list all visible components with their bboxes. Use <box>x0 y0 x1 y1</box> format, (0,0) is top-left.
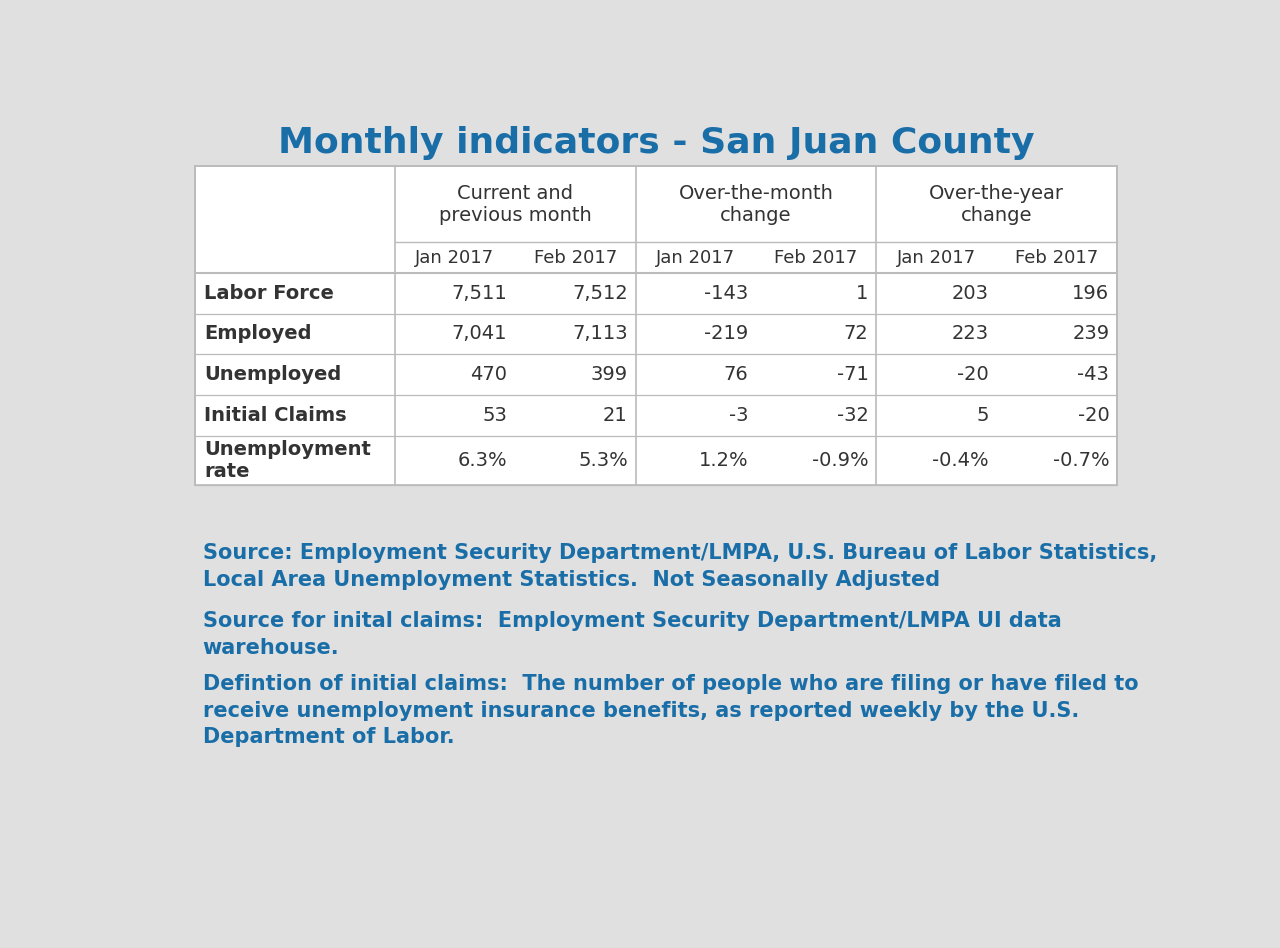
Text: Jan 2017: Jan 2017 <box>657 248 735 266</box>
Text: Feb 2017: Feb 2017 <box>534 248 617 266</box>
Text: 5.3%: 5.3% <box>579 450 627 469</box>
Text: -71: -71 <box>837 365 869 384</box>
Text: -20: -20 <box>957 365 989 384</box>
Text: Source for inital claims:  Employment Security Department/LMPA UI data
warehouse: Source for inital claims: Employment Sec… <box>202 611 1061 658</box>
Text: 7,511: 7,511 <box>452 283 507 302</box>
Text: 239: 239 <box>1073 324 1110 343</box>
Text: 7,113: 7,113 <box>572 324 627 343</box>
Text: -0.4%: -0.4% <box>932 450 989 469</box>
Text: -3: -3 <box>728 406 749 425</box>
Bar <box>195 166 1117 484</box>
Text: Current and
previous month: Current and previous month <box>439 184 591 225</box>
Text: -43: -43 <box>1078 365 1110 384</box>
Text: 76: 76 <box>723 365 749 384</box>
Text: Jan 2017: Jan 2017 <box>897 248 977 266</box>
Text: 399: 399 <box>590 365 627 384</box>
Text: Employed: Employed <box>205 324 311 343</box>
Text: 1.2%: 1.2% <box>699 450 749 469</box>
Text: Labor Force: Labor Force <box>205 283 334 302</box>
Text: 5: 5 <box>977 406 989 425</box>
Text: 7,512: 7,512 <box>572 283 627 302</box>
Text: Feb 2017: Feb 2017 <box>1015 248 1098 266</box>
Text: Source: Employment Security Department/LMPA, U.S. Bureau of Labor Statistics,
Lo: Source: Employment Security Department/L… <box>202 543 1157 590</box>
Text: Defintion of initial claims:  The number of people who are filing or have filed : Defintion of initial claims: The number … <box>202 674 1138 747</box>
Text: 21: 21 <box>603 406 627 425</box>
Text: 6.3%: 6.3% <box>458 450 507 469</box>
Text: Initial Claims: Initial Claims <box>205 406 347 425</box>
Text: Over-the-month
change: Over-the-month change <box>678 184 833 225</box>
Text: 196: 196 <box>1073 283 1110 302</box>
Text: -0.7%: -0.7% <box>1052 450 1110 469</box>
Text: -0.9%: -0.9% <box>812 450 869 469</box>
Text: -20: -20 <box>1078 406 1110 425</box>
Text: Jan 2017: Jan 2017 <box>415 248 494 266</box>
Text: 53: 53 <box>483 406 507 425</box>
Text: Feb 2017: Feb 2017 <box>774 248 858 266</box>
Text: Over-the-year
change: Over-the-year change <box>929 184 1064 225</box>
Text: -32: -32 <box>837 406 869 425</box>
Text: 1: 1 <box>856 283 869 302</box>
Text: -219: -219 <box>704 324 749 343</box>
Text: 7,041: 7,041 <box>452 324 507 343</box>
Text: 203: 203 <box>952 283 989 302</box>
Text: Unemployment
rate: Unemployment rate <box>205 440 371 481</box>
Text: 72: 72 <box>844 324 869 343</box>
Text: 223: 223 <box>952 324 989 343</box>
Text: Monthly indicators - San Juan County: Monthly indicators - San Juan County <box>278 126 1034 160</box>
Text: -143: -143 <box>704 283 749 302</box>
Text: 470: 470 <box>470 365 507 384</box>
Text: Unemployed: Unemployed <box>205 365 342 384</box>
